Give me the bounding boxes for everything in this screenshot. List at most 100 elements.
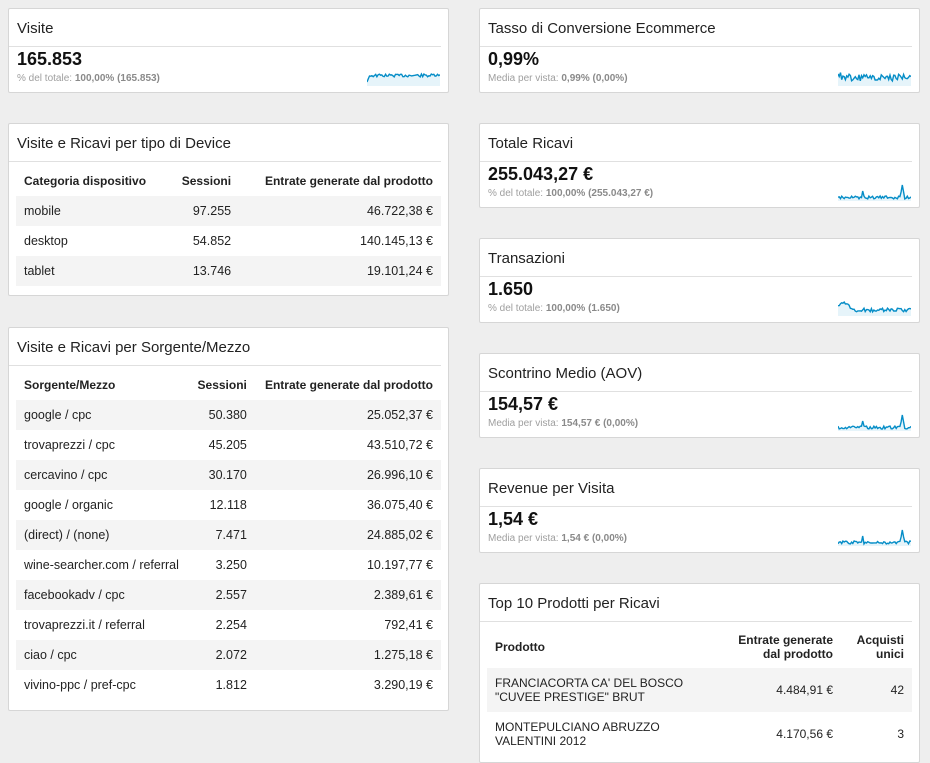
table-cell: 24.885,02 €: [254, 520, 441, 550]
card-title: Visite e Ricavi per tipo di Device: [9, 124, 441, 162]
card-title: Revenue per Visita: [480, 469, 912, 507]
table-cell: 30.170: [188, 460, 255, 490]
table-cell: ciao / cpc: [16, 640, 189, 670]
sparkline: [838, 184, 911, 201]
table-row[interactable]: google / cpc 50.380 25.052,37 €: [16, 400, 441, 430]
source-table: Sorgente/Mezzo Sessioni Entrate generate…: [16, 370, 441, 700]
table-row[interactable]: tablet 13.746 19.101,24 €: [16, 256, 441, 286]
table-cell: mobile: [16, 196, 168, 226]
table-cell: 13.746: [167, 256, 240, 286]
table-cell: 26.996,10 €: [254, 460, 441, 490]
card-aov: Scontrino Medio (AOV) 154,57 € Media per…: [479, 353, 920, 438]
table-cell: 3.250: [215, 558, 247, 572]
table-cell: 97.255: [167, 196, 240, 226]
table-row[interactable]: trovaprezzi.it / referral 2.254 792,41 €: [16, 610, 441, 640]
table-row[interactable]: trovaprezzi / cpc 45.205 43.510,72 €: [16, 430, 441, 460]
metric-value: 165.853: [17, 49, 83, 69]
sparkline-area: [367, 74, 440, 86]
table-cell: 46.722,38 €: [239, 196, 441, 226]
card-title: Top 10 Prodotti per Ricavi: [480, 584, 912, 622]
table-cell: 19.101,24 €: [239, 256, 441, 286]
device-table: Categoria dispositivo Sessioni Entrate g…: [16, 166, 441, 286]
table-cell: 1.812: [215, 678, 247, 692]
sparkline: [838, 414, 911, 431]
card-title: Visite: [9, 9, 441, 47]
sparkline-area: [838, 302, 911, 316]
metric-subtext: Media per vista: 154,57 € (0,00%): [488, 418, 639, 429]
metric-value: 154,57 €: [488, 394, 559, 414]
table-row[interactable]: (direct) / (none) 7.471 24.885,02 €: [16, 520, 441, 550]
sparkline-line: [838, 529, 911, 546]
sparkline-line: [838, 184, 911, 201]
table-row[interactable]: google / organic 12.118 36.075,40 €: [16, 490, 441, 520]
table-cell: 3: [897, 727, 904, 741]
card-title: Scontrino Medio (AOV): [480, 354, 912, 392]
table-cell: (direct) / (none): [16, 520, 189, 550]
metric-subtext: % del totale: 100,00% (165.853): [17, 73, 160, 84]
table-row[interactable]: desktop 54.852 140.145,13 €: [16, 226, 441, 256]
table-row[interactable]: MONTEPULCIANO ABRUZZO VALENTINI 2012 4.17…: [487, 712, 912, 756]
metric-subtext: % del totale: 100,00% (255.043,27 €): [488, 188, 654, 199]
table-cell: 50.380: [188, 400, 255, 430]
table-cell: google / cpc: [16, 400, 189, 430]
column-header[interactable]: Entrate generate dal prodotto: [738, 633, 833, 661]
table-cell: google / organic: [24, 498, 113, 512]
card-title: Tasso di Conversione Ecommerce: [480, 9, 912, 47]
column-header[interactable]: Sorgente/Mezzo: [24, 378, 116, 392]
table-row[interactable]: FRANCIACORTA CA' DEL BOSCO "CUVEE PRESTI…: [487, 668, 912, 712]
table-cell: trovaprezzi / cpc: [24, 438, 116, 452]
sparkline-line: [838, 72, 911, 83]
column-header[interactable]: Entrate generate dal prodotto: [264, 174, 433, 188]
metric-value: 0,99%: [488, 49, 540, 69]
table-cell: cercavino / cpc: [16, 460, 189, 490]
column-header[interactable]: Acquisti unici: [856, 633, 904, 661]
table-cell: 54.852: [192, 234, 232, 248]
card-ricavi: Totale Ricavi 255.043,27 € % del totale:…: [479, 123, 920, 208]
sparkline-area: [838, 415, 911, 431]
table-cell: facebookadv / cpc: [16, 580, 189, 610]
table-row[interactable]: facebookadv / cpc 2.557 2.389,61 €: [16, 580, 441, 610]
table-row[interactable]: vivino-ppc / pref-cpc 1.812 3.290,19 €: [16, 670, 441, 700]
column-header[interactable]: Categoria dispositivo: [24, 174, 147, 188]
card-title: Totale Ricavi: [480, 124, 912, 162]
table-cell: MONTEPULCIANO ABRUZZO VALENTINI 2012: [495, 720, 660, 748]
table-cell: 2.557: [188, 580, 255, 610]
sparkline: [838, 301, 911, 316]
table-cell: 43.510,72 €: [366, 438, 433, 452]
table-cell: FRANCIACORTA CA' DEL BOSCO "CUVEE PRESTI…: [487, 668, 715, 712]
card-source-table: Visite e Ricavi per Sorgente/Mezzo Sorge…: [8, 327, 449, 711]
table-cell: 10.197,77 €: [366, 558, 433, 572]
column-header[interactable]: Sessioni: [181, 174, 232, 188]
table-cell: 4.484,91 €: [715, 668, 841, 712]
column-header[interactable]: Sessioni: [197, 378, 247, 392]
table-cell: vivino-ppc / pref-cpc: [24, 678, 136, 692]
table-cell: tablet: [16, 256, 168, 286]
table-cell: wine-searcher.com / referral: [24, 558, 179, 572]
sparkline: [838, 529, 911, 546]
card-top-products: Top 10 Prodotti per Ricavi Prodotto Entr…: [479, 583, 920, 763]
sparkline-line: [367, 72, 440, 83]
metric-value: 255.043,27 €: [488, 164, 594, 184]
table-cell: 1.275,18 €: [254, 640, 441, 670]
table-cell: 2.389,61 €: [254, 580, 441, 610]
table-cell: 7.471: [188, 520, 255, 550]
metric-value: 1,54 €: [488, 509, 539, 529]
metric-subtext: Media per vista: 1,54 € (0,00%): [488, 533, 627, 544]
table-row[interactable]: mobile 97.255 46.722,38 €: [16, 196, 441, 226]
sparkline-line: [838, 414, 911, 431]
table-cell: trovaprezzi.it / referral: [24, 618, 145, 632]
column-header[interactable]: Prodotto: [495, 640, 545, 654]
table-row[interactable]: wine-searcher.com / referral 3.250 10.197,…: [16, 550, 441, 580]
table-row[interactable]: ciao / cpc 2.072 1.275,18 €: [16, 640, 441, 670]
table-cell: 2.072: [188, 640, 255, 670]
table-row[interactable]: cercavino / cpc 30.170 26.996,10 €: [16, 460, 441, 490]
table-cell: 3.290,19 €: [373, 678, 433, 692]
metric-subtext: Media per vista: 0,99% (0,00%): [488, 73, 628, 84]
column-header[interactable]: Entrate generate dal prodotto: [264, 378, 433, 392]
table-cell: 140.145,13 €: [360, 234, 433, 248]
card-transazioni: Transazioni 1.650 % del totale: 100,00% …: [479, 238, 920, 323]
table-cell: 45.205: [208, 438, 247, 452]
sparkline-line: [838, 301, 911, 314]
table-cell: 2.254: [215, 618, 247, 632]
top-products-table: Prodotto Entrate generate dal prodotto A…: [487, 626, 912, 756]
